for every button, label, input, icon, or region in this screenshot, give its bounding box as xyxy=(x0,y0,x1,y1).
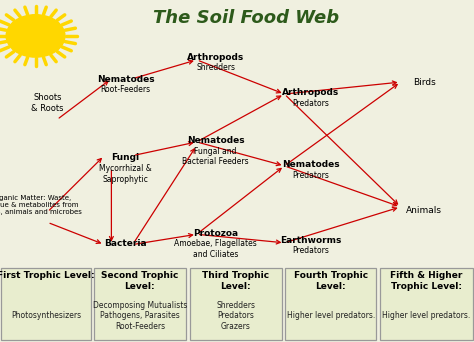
Text: Shoots
& Roots: Shoots & Roots xyxy=(31,93,64,113)
Text: Higher level predators.: Higher level predators. xyxy=(287,311,375,320)
Text: Fourth Trophic
Level:: Fourth Trophic Level: xyxy=(294,271,368,291)
Text: Nematodes: Nematodes xyxy=(97,75,155,84)
Text: Earthworms: Earthworms xyxy=(280,236,341,245)
FancyBboxPatch shape xyxy=(285,268,376,340)
Text: Birds: Birds xyxy=(413,78,436,87)
Text: Shredders
Predators
Grazers: Shredders Predators Grazers xyxy=(216,301,255,331)
Text: Amoebae, Flagellates
and Ciliates: Amoebae, Flagellates and Ciliates xyxy=(174,239,257,259)
Text: Predators: Predators xyxy=(292,246,329,255)
Text: Higher level predators.: Higher level predators. xyxy=(382,311,471,320)
FancyBboxPatch shape xyxy=(190,268,282,340)
Text: Predators: Predators xyxy=(292,99,329,108)
Text: Arthropods: Arthropods xyxy=(282,89,339,97)
Text: Fungal and
Bacterial Feeders: Fungal and Bacterial Feeders xyxy=(182,147,249,167)
Text: The Soil Food Web: The Soil Food Web xyxy=(154,9,339,27)
Text: Organic Matter: Waste,
residue & metabolites from
plants, animals and microbes: Organic Matter: Waste, residue & metabol… xyxy=(0,196,82,215)
Text: Shredders: Shredders xyxy=(196,63,235,72)
FancyBboxPatch shape xyxy=(1,268,91,340)
FancyBboxPatch shape xyxy=(94,268,186,340)
Text: First Trophic Level:: First Trophic Level: xyxy=(0,271,95,280)
Text: Second Trophic
Level:: Second Trophic Level: xyxy=(101,271,179,291)
Text: Fungi: Fungi xyxy=(111,154,140,162)
Text: Fifth & Higher
Trophic Level:: Fifth & Higher Trophic Level: xyxy=(390,271,463,291)
Text: Decomposing Mutualists
Pathogens, Parasites
Root-Feeders: Decomposing Mutualists Pathogens, Parasi… xyxy=(92,301,187,331)
Text: Arthropods: Arthropods xyxy=(187,53,244,62)
Text: Mycorrhizal &
Saprophytic: Mycorrhizal & Saprophytic xyxy=(99,164,152,184)
Text: Protozoa: Protozoa xyxy=(193,229,238,238)
Text: Third Trophic
Level:: Third Trophic Level: xyxy=(202,271,269,291)
Text: Animals: Animals xyxy=(406,207,442,215)
Text: Nematodes: Nematodes xyxy=(187,136,245,145)
Text: Predators: Predators xyxy=(292,171,329,180)
Text: Bacteria: Bacteria xyxy=(104,239,147,248)
FancyBboxPatch shape xyxy=(380,268,473,340)
Text: Photosynthesizers: Photosynthesizers xyxy=(11,311,81,320)
Circle shape xyxy=(6,15,65,57)
Text: Nematodes: Nematodes xyxy=(282,160,339,169)
Text: Root-Feeders: Root-Feeders xyxy=(100,86,151,94)
